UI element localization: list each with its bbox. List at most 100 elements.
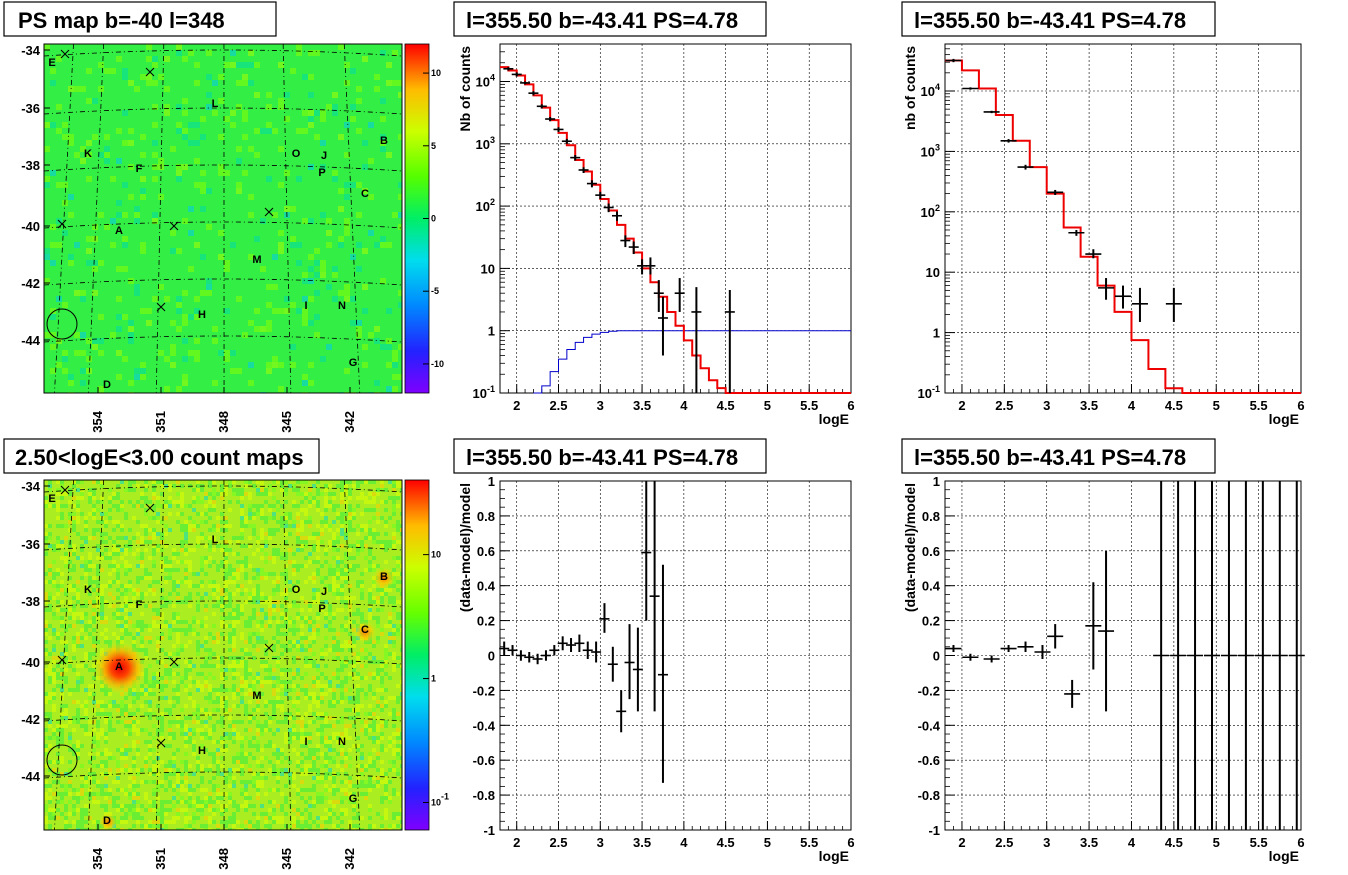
ps-map-pixel (62, 356, 68, 362)
ps-map-pixel (152, 80, 158, 86)
count-map-pixel (288, 548, 292, 552)
count-map-pixel (224, 492, 228, 496)
count-map-pixel (236, 572, 240, 576)
count-map-pixel (236, 664, 240, 668)
count-map-pixel (200, 568, 204, 572)
count-map-pixel (284, 592, 288, 596)
count-map-pixel (340, 680, 344, 684)
ps-map-pixel (164, 86, 170, 92)
count-map-pixel (88, 656, 92, 660)
count-map-pixel (256, 692, 260, 696)
count-map-pixel (156, 796, 160, 800)
count-map-pixel (356, 548, 360, 552)
count-map-pixel (112, 496, 116, 500)
count-map-pixel (112, 492, 116, 496)
ps-map-pixel (296, 242, 302, 248)
count-map-pixel (232, 628, 236, 632)
count-map-pixel (312, 560, 316, 564)
count-map-pixel (188, 596, 192, 600)
count-map-pixel (316, 704, 320, 708)
count-map-pixel (124, 704, 128, 708)
count-map-pixel (308, 552, 312, 556)
count-map-pixel (356, 704, 360, 708)
count-map-pixel (392, 748, 396, 752)
count-map-pixel (232, 616, 236, 620)
count-map-pixel (340, 500, 344, 504)
count-map-pixel (372, 536, 376, 540)
count-map-pixel (240, 656, 244, 660)
count-map-pixel (312, 800, 316, 804)
count-map-pixel (228, 784, 232, 788)
count-map-pixel (56, 488, 60, 492)
count-map-colorbar-tick-label: 10-1 (431, 792, 449, 808)
ps-map-pixel (308, 296, 314, 302)
count-map-pixel (312, 788, 316, 792)
count-map-pixel (80, 808, 84, 812)
count-map-pixel (244, 544, 248, 548)
count-map-pixel (352, 484, 356, 488)
count-map-pixel (232, 672, 236, 676)
count-map-pixel (192, 528, 196, 532)
count-map-pixel (96, 528, 100, 532)
count-map-pixel (288, 588, 292, 592)
count-map-pixel (164, 668, 168, 672)
count-map-pixel (80, 724, 84, 728)
count-map-pixel (360, 764, 364, 768)
count-map-pixel (280, 748, 284, 752)
count-map-pixel (328, 524, 332, 528)
count-map-pixel (264, 572, 268, 576)
count-map-pixel (160, 648, 164, 652)
ps-map-pixel (314, 50, 320, 56)
count-map-pixel (276, 624, 280, 628)
count-map-pixel (336, 512, 340, 516)
count-map-pixel (372, 528, 376, 532)
count-map-pixel (212, 800, 216, 804)
count-map-x-tick-label: 348 (216, 848, 231, 870)
count-map-pixel (396, 588, 400, 592)
count-map-pixel (48, 808, 52, 812)
count-map-pixel (336, 772, 340, 776)
count-map-pixel (168, 500, 172, 504)
count-map-pixel (364, 524, 368, 528)
residual-left-y-tick-label: -0.4 (473, 718, 496, 733)
ps-map-pixel (122, 212, 128, 218)
count-map-pixel (56, 540, 60, 544)
count-map-pixel (240, 764, 244, 768)
count-map-pixel (152, 692, 156, 696)
ps-map-pixel (122, 266, 128, 272)
count-map-pixel (108, 756, 112, 760)
count-map-pixel (176, 636, 180, 640)
count-map-pixel (368, 784, 372, 788)
count-map-pixel (396, 748, 400, 752)
count-map-pixel (380, 772, 384, 776)
count-map-pixel (204, 664, 208, 668)
count-map-pixel (352, 508, 356, 512)
ps-map-pixel (302, 380, 308, 386)
count-map-pixel (244, 480, 248, 484)
count-map-pixel (128, 720, 132, 724)
count-map-pixel (352, 808, 356, 812)
count-map-pixel (84, 524, 88, 528)
count-map-pixel (68, 512, 72, 516)
count-map-pixel (264, 640, 268, 644)
count-map-pixel (264, 816, 268, 820)
count-map-pixel (132, 796, 136, 800)
count-map-pixel (124, 756, 128, 760)
count-map-pixel (340, 624, 344, 628)
ps-map-pixel (116, 314, 122, 320)
count-map-pixel (244, 820, 248, 824)
count-map-pixel (392, 792, 396, 796)
count-map-pixel (52, 672, 56, 676)
count-map-pixel (168, 632, 172, 636)
count-map-pixel (356, 756, 360, 760)
ps-map-pixel (182, 356, 188, 362)
count-map-pixel (208, 652, 212, 656)
count-map-pixel (336, 736, 340, 740)
count-map-pixel (332, 676, 336, 680)
count-map-pixel (212, 528, 216, 532)
count-map-pixel (204, 636, 208, 640)
count-map-pixel (124, 516, 128, 520)
count-map-pixel (236, 736, 240, 740)
count-map-pixel (396, 736, 400, 740)
count-map-pixel (128, 528, 132, 532)
